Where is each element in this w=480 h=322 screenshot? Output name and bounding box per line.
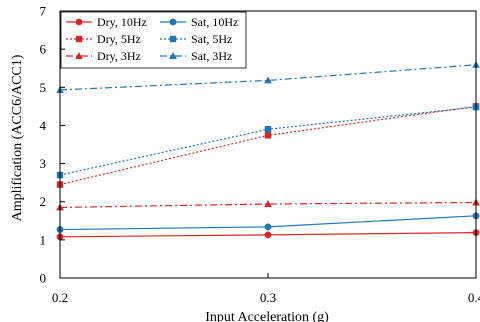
- legend-entry: Dry, 3Hz: [66, 49, 141, 63]
- legend-entry: Dry, 5Hz: [66, 32, 141, 46]
- legend-label: Dry, 5Hz: [97, 32, 141, 46]
- series-line: [59, 201, 477, 209]
- x-tick-label: 0.3: [260, 290, 276, 305]
- legend-entry: Sat, 10Hz: [160, 15, 238, 29]
- series-3: [56, 103, 480, 179]
- series-line: [59, 106, 477, 176]
- x-tick-label: 0.2: [52, 290, 68, 305]
- series-line: [59, 105, 477, 186]
- data-point: [264, 223, 272, 231]
- series-1: [56, 212, 480, 233]
- legend-swatch-marker: [169, 35, 177, 43]
- x-tick-label: 0.4: [468, 290, 480, 305]
- y-axis-label: Amplification (ACC6/ACC1): [10, 54, 25, 221]
- series-0: [56, 229, 480, 241]
- plot-area: [56, 60, 480, 241]
- legend-swatch-marker: [75, 35, 83, 43]
- axes: 0 1 2 3 4 5 6 7 0.2 0.3 0.4: [40, 4, 480, 306]
- legend-entry: Dry, 10Hz: [66, 15, 147, 29]
- x-axis-label: Input Acceleration (g): [205, 310, 329, 322]
- legend-entry: Sat, 3Hz: [160, 49, 232, 63]
- data-point: [264, 132, 272, 139]
- legend-label: Sat, 10Hz: [191, 15, 238, 29]
- series-2: [56, 103, 480, 188]
- y-tick-label: 3: [40, 156, 47, 171]
- series-4: [56, 198, 480, 211]
- y-tick-label: 5: [40, 80, 47, 95]
- y-tick-label: 7: [40, 4, 47, 19]
- y-tick-label: 4: [40, 118, 47, 133]
- data-point: [264, 126, 272, 133]
- data-point: [264, 231, 272, 239]
- legend-label: Dry, 3Hz: [97, 49, 141, 63]
- legend-swatch-marker: [75, 18, 83, 26]
- legend-swatch-marker: [169, 18, 177, 26]
- legend-swatch-marker: [169, 52, 177, 59]
- legend: Dry, 10Hz Sat, 10Hz Dry, 5Hz Sat, 5Hz Dry, 3…: [60, 11, 247, 69]
- data-point: [264, 76, 272, 84]
- y-tick-label: 0: [40, 271, 47, 286]
- series-line: [59, 64, 477, 91]
- y-tick-label: 1: [40, 232, 47, 247]
- legend-label: Sat, 5Hz: [191, 32, 232, 46]
- data-point: [264, 200, 272, 208]
- y-tick-label: 6: [40, 42, 47, 57]
- legend-label: Sat, 3Hz: [191, 49, 232, 63]
- legend-entry: Sat, 5Hz: [160, 32, 232, 46]
- y-tick-label: 2: [40, 194, 47, 209]
- legend-label: Dry, 10Hz: [97, 15, 147, 29]
- legend-frame: [60, 11, 247, 69]
- legend-swatch-marker: [75, 52, 83, 59]
